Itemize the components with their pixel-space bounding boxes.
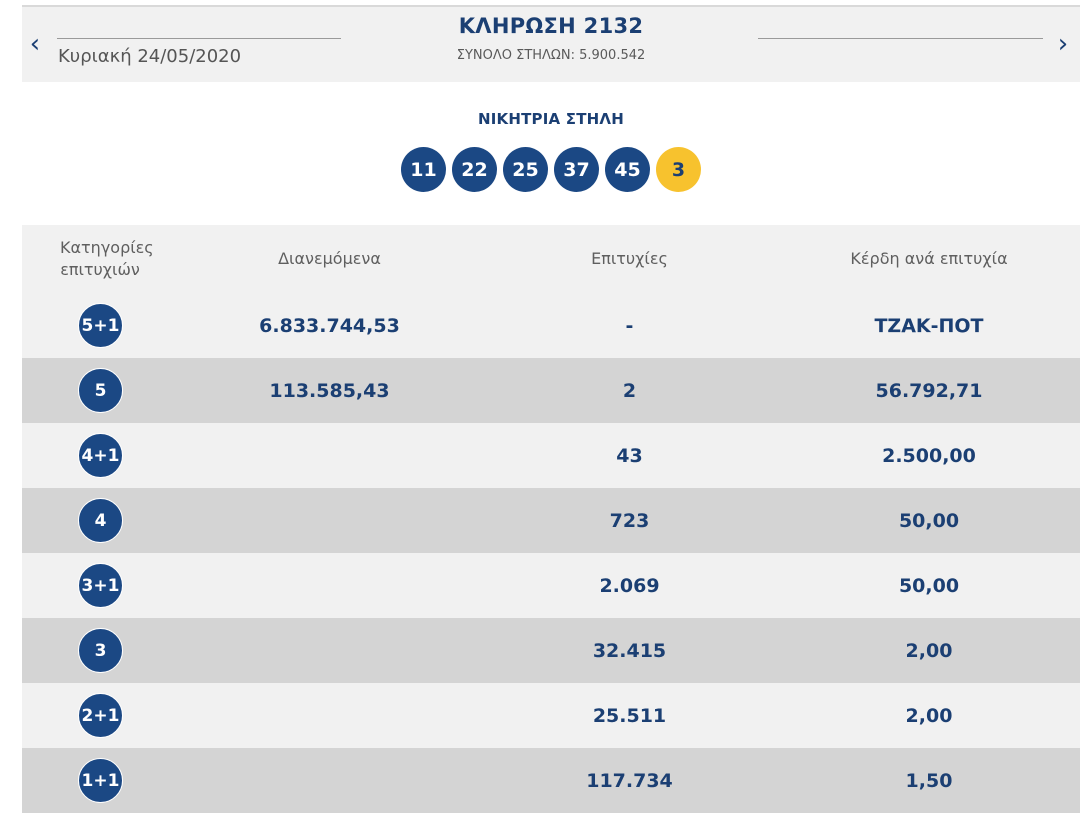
distributed-value: 113.585,43	[269, 379, 390, 402]
top-divider	[22, 5, 1080, 7]
winners-value: 117.734	[586, 769, 673, 792]
prize-value: 56.792,71	[875, 379, 983, 402]
table-row: 3+1 2.069 50,00	[22, 553, 1080, 618]
table-row: 1+1 117.734 1,50	[22, 748, 1080, 813]
prize-value: 50,00	[898, 509, 960, 532]
header-prize: Κέρδη ανά επιτυχία	[850, 249, 1008, 269]
winning-number-ball: 25	[503, 147, 548, 192]
prize-value: 2.500,00	[882, 444, 976, 467]
table-row: 5+1 6.833.744,53 - ΤΖΑΚ-ΠΟΤ	[22, 293, 1080, 358]
prize-table: Κατηγορίες επιτυχιών Διανεμόμενα Επιτυχί…	[22, 225, 1080, 813]
table-row: 2+1 25.511 2,00	[22, 683, 1080, 748]
prize-value: 1,50	[905, 769, 953, 792]
header-winners: Επιτυχίες	[591, 249, 668, 269]
winning-number-ball: 22	[452, 147, 497, 192]
distributed-value	[178, 488, 481, 553]
category-badge: 2+1	[78, 693, 123, 738]
draw-date: Κυριακή 24/05/2020	[58, 46, 242, 67]
prize-value: 2,00	[905, 639, 953, 662]
winning-number-ball: 11	[401, 147, 446, 192]
table-row: 4+1 43 2.500,00	[22, 423, 1080, 488]
total-columns: ΣΥΝΟΛΟ ΣΤΗΛΩΝ: 5.900.542	[456, 48, 646, 63]
draw-header: ‹ Κυριακή 24/05/2020 ΚΛΗΡΩΣΗ 2132 ΣΥΝΟΛΟ…	[22, 7, 1080, 82]
table-row: 5 113.585,43 2 56.792,71	[22, 358, 1080, 423]
chevron-right-icon[interactable]: ›	[1057, 29, 1069, 59]
distributed-value	[178, 553, 481, 618]
distributed-value	[178, 618, 481, 683]
winners-value: -	[625, 314, 634, 337]
winners-value: 2.069	[599, 574, 660, 597]
winners-value: 2	[622, 379, 637, 402]
category-badge: 5+1	[78, 303, 123, 348]
winning-column-label: ΝΙΚΗΤΡΙΑ ΣΤΗΛΗ	[478, 110, 624, 128]
category-badge: 1+1	[78, 758, 123, 803]
chevron-left-icon[interactable]: ‹	[29, 29, 41, 59]
header-distributed: Διανεμόμενα	[278, 249, 381, 269]
category-badge: 4+1	[78, 433, 123, 478]
header-categories: Κατηγορίες επιτυχιών	[22, 225, 178, 293]
prize-value: ΤΖΑΚ-ΠΟΤ	[874, 314, 984, 337]
prize-value: 50,00	[898, 574, 960, 597]
winners-value: 43	[616, 444, 643, 467]
category-badge: 4	[78, 498, 123, 543]
distributed-value	[178, 423, 481, 488]
winners-value: 25.511	[592, 704, 667, 727]
winners-value: 32.415	[592, 639, 667, 662]
header-divider-right	[758, 38, 1043, 39]
winning-numbers: 11 22 25 37 45 3	[401, 147, 701, 192]
category-badge: 3	[78, 628, 123, 673]
distributed-value	[178, 683, 481, 748]
table-row: 4 723 50,00	[22, 488, 1080, 553]
category-badge: 3+1	[78, 563, 123, 608]
table-header: Κατηγορίες επιτυχιών Διανεμόμενα Επιτυχί…	[22, 225, 1080, 293]
prize-value: 2,00	[905, 704, 953, 727]
winners-value: 723	[609, 509, 650, 532]
header-divider-left	[57, 38, 341, 39]
winning-number-ball: 37	[554, 147, 599, 192]
joker-number-ball: 3	[656, 147, 701, 192]
table-row: 3 32.415 2,00	[22, 618, 1080, 683]
distributed-value: 6.833.744,53	[259, 314, 400, 337]
draw-title: ΚΛΗΡΩΣΗ 2132	[458, 14, 644, 38]
winning-number-ball: 45	[605, 147, 650, 192]
distributed-value	[178, 748, 481, 813]
header-categories-label: Κατηγορίες επιτυχιών	[60, 238, 154, 279]
category-badge: 5	[78, 368, 123, 413]
